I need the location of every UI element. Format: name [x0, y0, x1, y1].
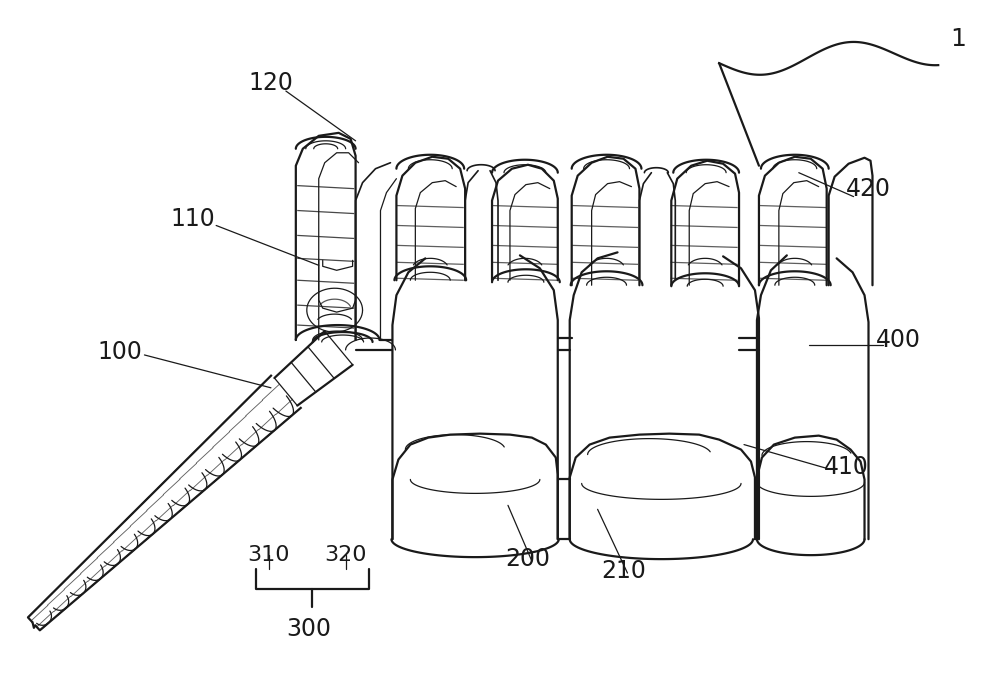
Text: 310: 310 — [248, 545, 290, 565]
Text: 1: 1 — [950, 27, 966, 51]
Text: 200: 200 — [505, 547, 550, 571]
Text: 100: 100 — [97, 340, 142, 364]
Text: 320: 320 — [324, 545, 367, 565]
Text: 120: 120 — [248, 71, 293, 95]
Text: 420: 420 — [846, 176, 891, 200]
Text: 110: 110 — [171, 206, 216, 230]
Text: 300: 300 — [286, 617, 331, 641]
Text: 410: 410 — [824, 456, 869, 480]
Text: 210: 210 — [601, 559, 646, 583]
Text: 400: 400 — [876, 328, 921, 352]
